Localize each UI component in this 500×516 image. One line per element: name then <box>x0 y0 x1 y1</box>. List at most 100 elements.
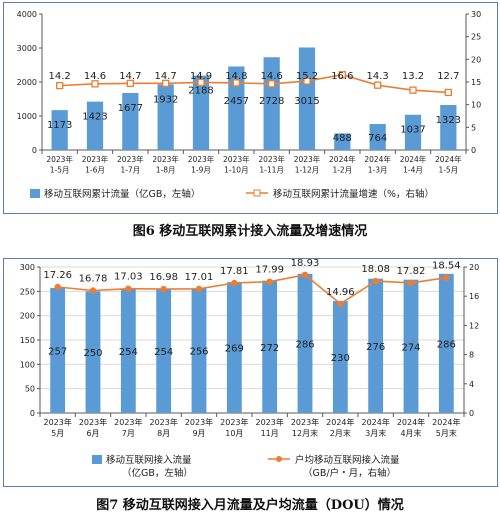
bar <box>157 84 174 150</box>
right-tick-label: 4 <box>469 380 474 389</box>
line-point <box>444 88 452 97</box>
line-value-label: 14.7 <box>119 71 141 82</box>
monthly-traffic-dou-chart: 0 50 100 150 200 250 300 0 4 8 12 16 20 2023年 5月 2023年 6… <box>20 258 479 479</box>
line-point <box>372 277 379 285</box>
x-tick-label-period: 12月末 <box>292 428 318 438</box>
x-tick-label-year: 2024年 <box>397 417 425 427</box>
chart-caption: 图7 移动互联网接入月流量及户均流量（DOU）情况 <box>96 498 404 513</box>
line-value-label: 14.3 <box>367 71 389 82</box>
x-tick-label-year: 2023年 <box>114 417 142 427</box>
bar-value-label: 2188 <box>188 86 213 97</box>
right-tick-label: 8 <box>469 351 474 360</box>
x-tick-label-period: 9月 <box>192 429 205 438</box>
bar <box>332 301 348 413</box>
bar <box>262 280 278 413</box>
legend-bar-swatch <box>30 189 40 198</box>
bar <box>156 289 172 413</box>
x-tick-label-period: 1-2月 <box>332 166 352 175</box>
chart-frame <box>3 2 498 214</box>
line-value-label: 18.93 <box>291 258 320 269</box>
legend-line-label: 移动互联网累计流量增速（%，右轴） <box>273 188 434 200</box>
bar <box>369 124 386 150</box>
bar-value-label: 488 <box>333 133 352 144</box>
line-point <box>89 287 97 294</box>
bar-value-label: 269 <box>225 344 244 355</box>
bar <box>50 287 66 413</box>
line-point <box>195 285 203 293</box>
bar-value-label: 1173 <box>47 120 72 131</box>
bar <box>86 101 104 150</box>
line-value-label: 14.8 <box>225 71 247 82</box>
x-tick-label-period: 1-10月 <box>224 166 249 175</box>
x-tick-label-period: 5月 <box>51 429 64 438</box>
line-point <box>338 71 346 79</box>
bar <box>368 278 384 413</box>
chart-frame <box>3 258 498 487</box>
line-point <box>337 300 344 307</box>
bar-value-label: 1423 <box>82 112 107 123</box>
right-tick-label: 30 <box>471 10 481 19</box>
x-tick-label-period: 1-4月 <box>403 166 423 175</box>
chart-panel-monthly: 0 50 100 150 200 250 300 0 4 8 12 16 20 2023年 5月 2023年 6… <box>0 258 500 516</box>
bar <box>334 133 351 150</box>
line-point <box>303 77 311 85</box>
legend-line-label: 户均移动互联网接入流量 <box>295 454 400 466</box>
right-tick-label: 15 <box>471 78 481 87</box>
left-tick-label: 1000 <box>17 112 37 121</box>
right-tick-label: 5 <box>471 123 476 132</box>
chart-caption: 图6 移动互联网累计接入流量及增速情况 <box>132 224 368 239</box>
line-value-label: 13.2 <box>402 71 424 82</box>
x-tick-label-year: 2023年 <box>79 417 107 427</box>
line-value-label: 15.2 <box>296 71 318 82</box>
x-tick-label-year: 2023年 <box>152 154 179 164</box>
x-tick-label-period: 1-7月 <box>120 166 140 175</box>
line-value-label: 14.9 <box>190 71 212 82</box>
x-tick-label-year: 2023年 <box>46 154 73 164</box>
x-tick-label-year: 2024年 <box>326 417 354 427</box>
growth-line <box>59 73 449 94</box>
chart-panel-cumulative: 0 1000 2000 3000 4000 0 5 10 15 20 25 30 2023年 1-5月 20… <box>0 0 500 245</box>
bar-value-label: 256 <box>189 347 208 358</box>
bar-value-label: 1932 <box>153 94 178 105</box>
x-tick-label-period: 1-11月 <box>259 166 284 175</box>
legend-line-label-line2: （GB/户・月，右轴） <box>303 467 396 479</box>
left-tick-label: 50 <box>25 385 35 394</box>
x-tick-label-period: 1-5月 <box>50 166 70 175</box>
bar-value-label: 274 <box>401 342 420 353</box>
legend-line-marker <box>253 189 261 197</box>
left-tick-label: 200 <box>20 312 35 321</box>
bar <box>51 110 68 150</box>
bar <box>298 47 316 150</box>
x-tick-label-period: 1-3月 <box>368 166 388 175</box>
bar <box>403 279 419 413</box>
bar <box>85 291 101 413</box>
line-value-label: 16.78 <box>79 274 108 285</box>
legend-line-marker <box>276 456 282 462</box>
left-tick-label: 300 <box>20 263 35 272</box>
line-point <box>197 78 205 87</box>
line-value-label: 17.81 <box>220 266 249 277</box>
x-tick-label-period: 1-8月 <box>156 166 176 175</box>
bar <box>297 273 313 413</box>
bar-value-label: 230 <box>331 353 350 364</box>
right-tick-label: 10 <box>471 101 481 110</box>
bar-value-label: 286 <box>437 339 456 350</box>
line-value-label: 17.82 <box>397 266 426 277</box>
x-tick-label-year: 2023年 <box>220 417 248 427</box>
x-tick-label-period: 8月 <box>157 429 170 438</box>
x-tick-label-year: 2024年 <box>435 154 462 164</box>
line-point <box>231 279 238 287</box>
bar <box>120 289 136 413</box>
x-tick-label-year: 2023年 <box>82 154 109 164</box>
x-tick-label-period: 10月 <box>225 429 243 438</box>
cumulative-traffic-chart: 0 1000 2000 3000 4000 0 5 10 15 20 25 30 2023年 1-5月 20… <box>17 10 482 200</box>
x-tick-label-period: 1-9月 <box>191 166 211 175</box>
line-value-label: 18.08 <box>361 264 390 275</box>
x-tick-label-year: 2023年 <box>188 154 215 164</box>
bar <box>192 75 210 150</box>
line-point <box>126 79 134 88</box>
bar-value-label: 764 <box>368 133 387 144</box>
x-tick-label-period: 2月末 <box>330 428 351 438</box>
right-tick-label: 0 <box>469 409 474 418</box>
x-tick-label-period: 3月末 <box>365 428 386 438</box>
